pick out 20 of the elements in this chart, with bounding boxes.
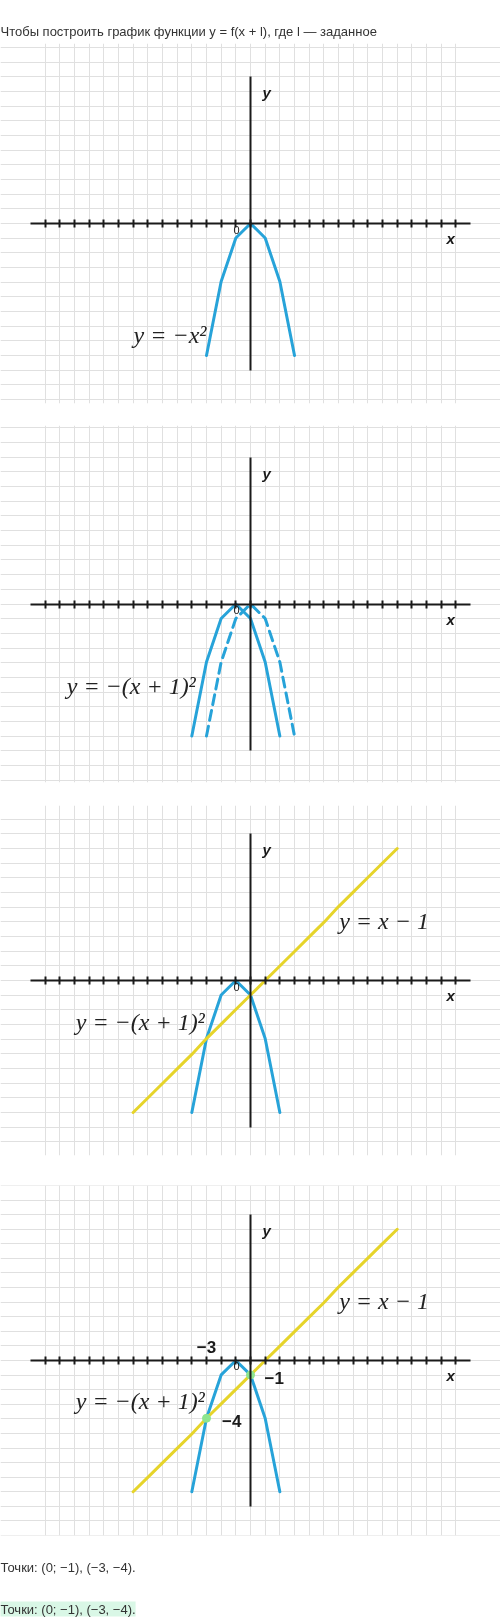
series-label: y = −x² <box>131 321 208 348</box>
series-label: y = −(x + 1)² <box>73 1008 206 1035</box>
series-label: y = −(x + 1)² <box>64 673 197 699</box>
annotation: −3 <box>196 1337 217 1357</box>
y-axis-title: y <box>261 464 272 482</box>
y-axis-title: y <box>261 1222 272 1240</box>
annotation: −1 <box>264 1368 284 1388</box>
y-axis-title: y <box>261 841 272 859</box>
chart-title: Чтобы построить график функции y = f(x + l), где l — заданное <box>0 23 377 39</box>
series-label: y = −(x + 1)² <box>73 1388 206 1415</box>
x-axis-title: x <box>445 1366 456 1384</box>
x-axis-title: x <box>445 987 456 1004</box>
text: Точки: (0; −1), (−3, −4). <box>0 1601 136 1617</box>
x-axis-title: x <box>445 230 456 247</box>
y-axis-title: y <box>261 84 272 102</box>
series-label: y = x − 1 <box>337 907 429 934</box>
x-axis-title: x <box>445 610 456 628</box>
annotation: −4 <box>222 1412 243 1432</box>
text: Точки: (0; −1), (−3, −4). <box>0 1559 136 1575</box>
series-label: y = x − 1 <box>337 1287 429 1314</box>
